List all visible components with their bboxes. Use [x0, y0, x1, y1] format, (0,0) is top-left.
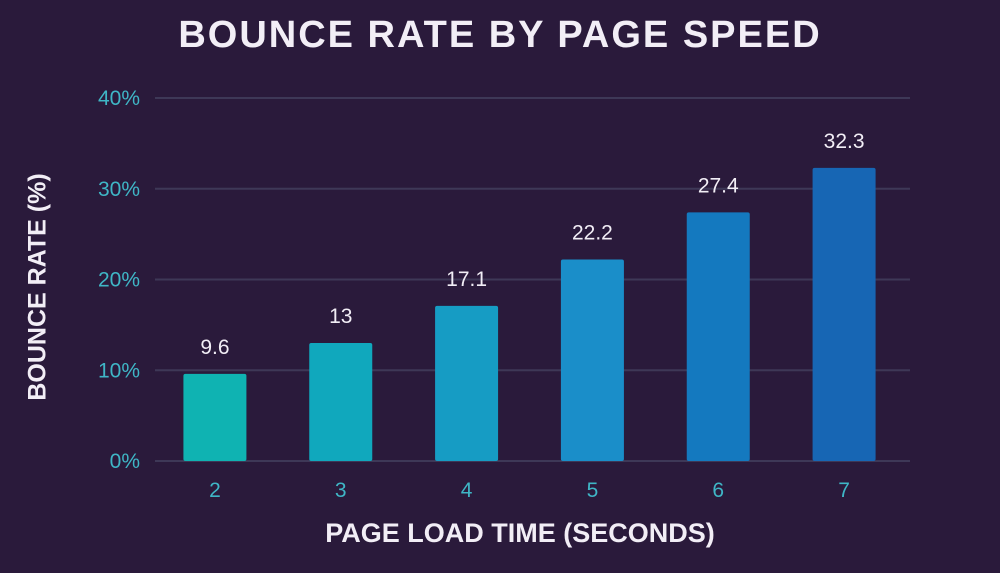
x-tick-label: 4 — [461, 479, 473, 502]
y-tick-label: 30% — [98, 178, 140, 201]
x-axis-label: PAGE LOAD TIME (SECONDS) — [325, 518, 715, 548]
y-tick-label: 0% — [110, 450, 140, 473]
bar — [309, 343, 373, 461]
x-tick-label: 6 — [712, 479, 724, 502]
chart-title: BOUNCE RATE BY PAGE SPEED — [178, 14, 822, 56]
bar — [435, 305, 499, 461]
x-tick-label: 3 — [335, 479, 347, 502]
bar-value-label: 17.1 — [446, 268, 487, 291]
bar — [812, 167, 876, 461]
x-tick-label: 5 — [587, 479, 599, 502]
x-tick-label: 7 — [838, 479, 850, 502]
bar-value-label: 32.3 — [824, 130, 865, 153]
bar-value-label: 27.4 — [698, 174, 739, 197]
bar — [183, 373, 247, 461]
bar — [686, 212, 750, 461]
y-tick-label: 10% — [98, 359, 140, 382]
bar-value-label: 13 — [329, 305, 352, 328]
bar — [560, 259, 624, 461]
bar-value-label: 9.6 — [200, 336, 229, 359]
y-tick-label: 40% — [98, 87, 140, 110]
x-tick-label: 2 — [209, 479, 221, 502]
bar-value-label: 22.2 — [572, 222, 613, 245]
y-tick-label: 20% — [98, 269, 140, 292]
